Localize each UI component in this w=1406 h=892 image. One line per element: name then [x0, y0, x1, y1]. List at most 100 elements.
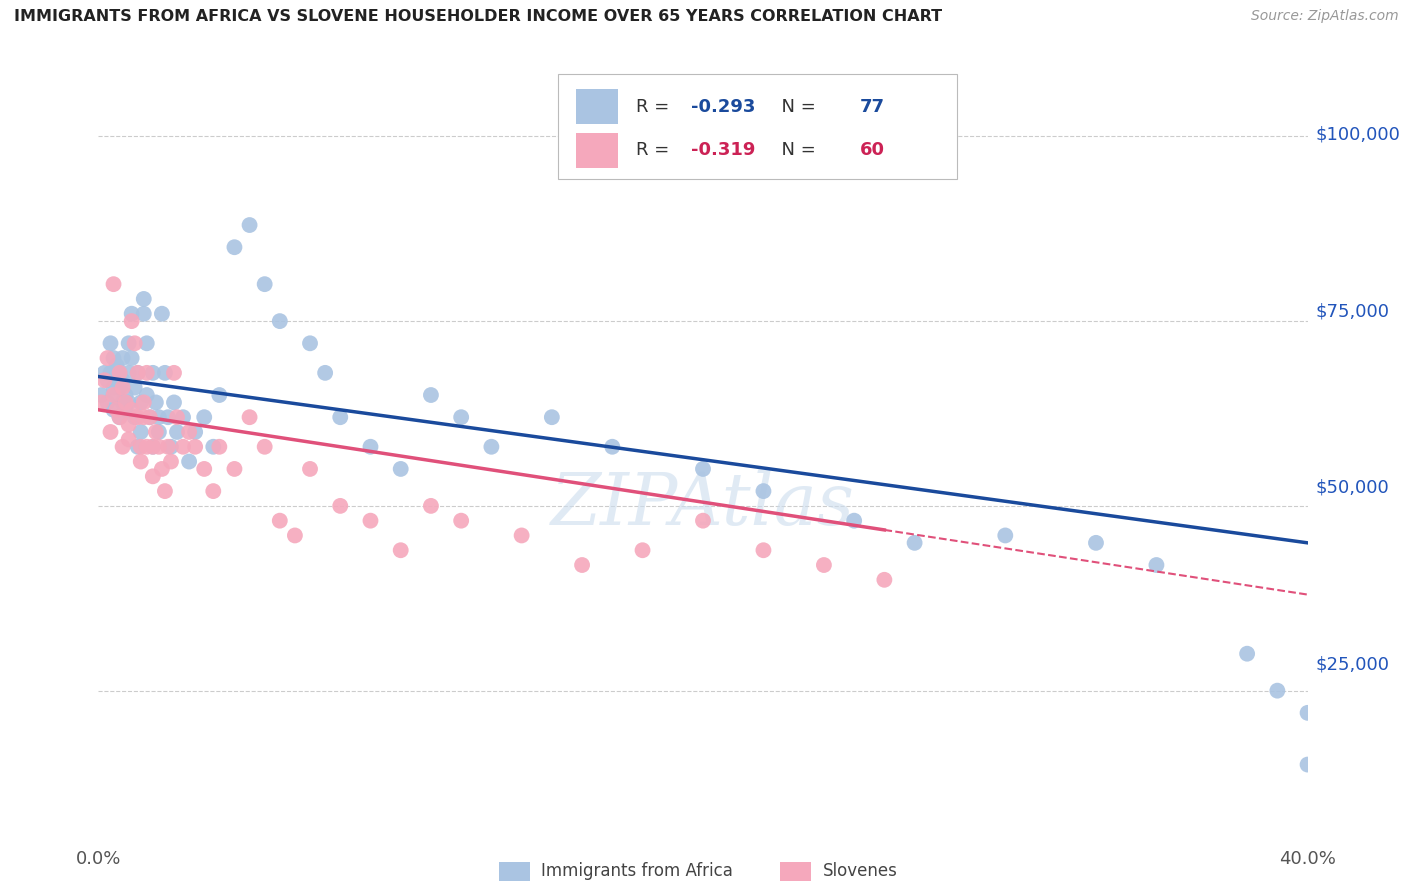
- Point: [752, 484, 775, 499]
- Point: [193, 410, 215, 425]
- Point: [132, 307, 155, 321]
- Point: [108, 366, 131, 380]
- Point: [179, 454, 201, 468]
- Point: [121, 402, 143, 417]
- Point: [111, 440, 134, 454]
- Point: [571, 558, 593, 572]
- Point: [314, 366, 336, 380]
- Bar: [576, 89, 619, 124]
- Point: [124, 410, 146, 425]
- Point: [132, 292, 155, 306]
- Point: [103, 402, 125, 417]
- Point: [108, 410, 131, 425]
- Point: [90, 395, 112, 409]
- Point: [127, 440, 149, 454]
- Text: R =: R =: [637, 141, 675, 159]
- Point: [269, 314, 291, 328]
- Point: [172, 410, 194, 425]
- Point: [420, 388, 443, 402]
- Text: -0.293: -0.293: [690, 98, 755, 116]
- Point: [142, 440, 165, 454]
- Point: [124, 336, 146, 351]
- Point: [103, 351, 125, 365]
- Point: [269, 514, 291, 528]
- Point: [239, 410, 262, 425]
- Point: [389, 462, 412, 476]
- Point: [150, 462, 173, 476]
- Point: [253, 277, 276, 292]
- Point: [121, 351, 143, 365]
- Point: [813, 558, 835, 572]
- Point: [481, 440, 503, 454]
- Point: [100, 366, 122, 380]
- Point: [994, 528, 1017, 542]
- Point: [160, 454, 183, 468]
- Point: [420, 499, 443, 513]
- Point: [148, 425, 170, 439]
- Text: 77: 77: [860, 98, 886, 116]
- Text: -0.319: -0.319: [690, 141, 755, 159]
- Point: [105, 402, 128, 417]
- Text: N =: N =: [769, 98, 821, 116]
- Point: [1236, 647, 1258, 661]
- Point: [239, 218, 262, 232]
- Point: [150, 307, 173, 321]
- Point: [100, 336, 122, 351]
- Point: [129, 454, 152, 468]
- Point: [844, 514, 866, 528]
- Point: [118, 336, 141, 351]
- Point: [284, 528, 307, 542]
- Point: [111, 351, 134, 365]
- Point: [129, 425, 152, 439]
- Point: [224, 240, 246, 254]
- Point: [202, 440, 225, 454]
- Point: [208, 388, 231, 402]
- Point: [114, 395, 136, 409]
- Point: [142, 469, 165, 483]
- Point: [160, 440, 183, 454]
- Text: ZIPAtlas: ZIPAtlas: [551, 469, 855, 540]
- Point: [329, 499, 352, 513]
- Point: [153, 366, 176, 380]
- Point: [135, 366, 157, 380]
- Point: [193, 462, 215, 476]
- Point: [1085, 536, 1108, 550]
- Text: Slovenes: Slovenes: [823, 863, 897, 880]
- Point: [118, 417, 141, 432]
- Text: R =: R =: [637, 98, 675, 116]
- Point: [1144, 558, 1167, 572]
- Point: [96, 395, 118, 409]
- Point: [111, 395, 134, 409]
- Point: [129, 440, 152, 454]
- Point: [1296, 706, 1319, 720]
- Point: [253, 440, 276, 454]
- Point: [124, 381, 146, 395]
- Text: Source: ZipAtlas.com: Source: ZipAtlas.com: [1251, 9, 1399, 23]
- Point: [103, 388, 125, 402]
- Point: [127, 366, 149, 380]
- Point: [118, 366, 141, 380]
- Point: [139, 410, 162, 425]
- Point: [114, 402, 136, 417]
- Point: [121, 307, 143, 321]
- Point: [111, 381, 134, 395]
- Point: [105, 359, 128, 373]
- Point: [111, 373, 134, 387]
- Point: [114, 388, 136, 402]
- Point: [510, 528, 533, 542]
- Point: [129, 395, 152, 409]
- Text: Immigrants from Africa: Immigrants from Africa: [541, 863, 733, 880]
- FancyBboxPatch shape: [558, 74, 957, 178]
- Point: [208, 440, 231, 454]
- Point: [873, 573, 896, 587]
- Point: [103, 381, 125, 395]
- Text: 60: 60: [860, 141, 886, 159]
- Point: [692, 514, 714, 528]
- Point: [299, 336, 322, 351]
- Point: [108, 366, 131, 380]
- Point: [103, 277, 125, 292]
- Point: [692, 462, 714, 476]
- Point: [96, 373, 118, 387]
- Text: N =: N =: [769, 141, 821, 159]
- Point: [389, 543, 412, 558]
